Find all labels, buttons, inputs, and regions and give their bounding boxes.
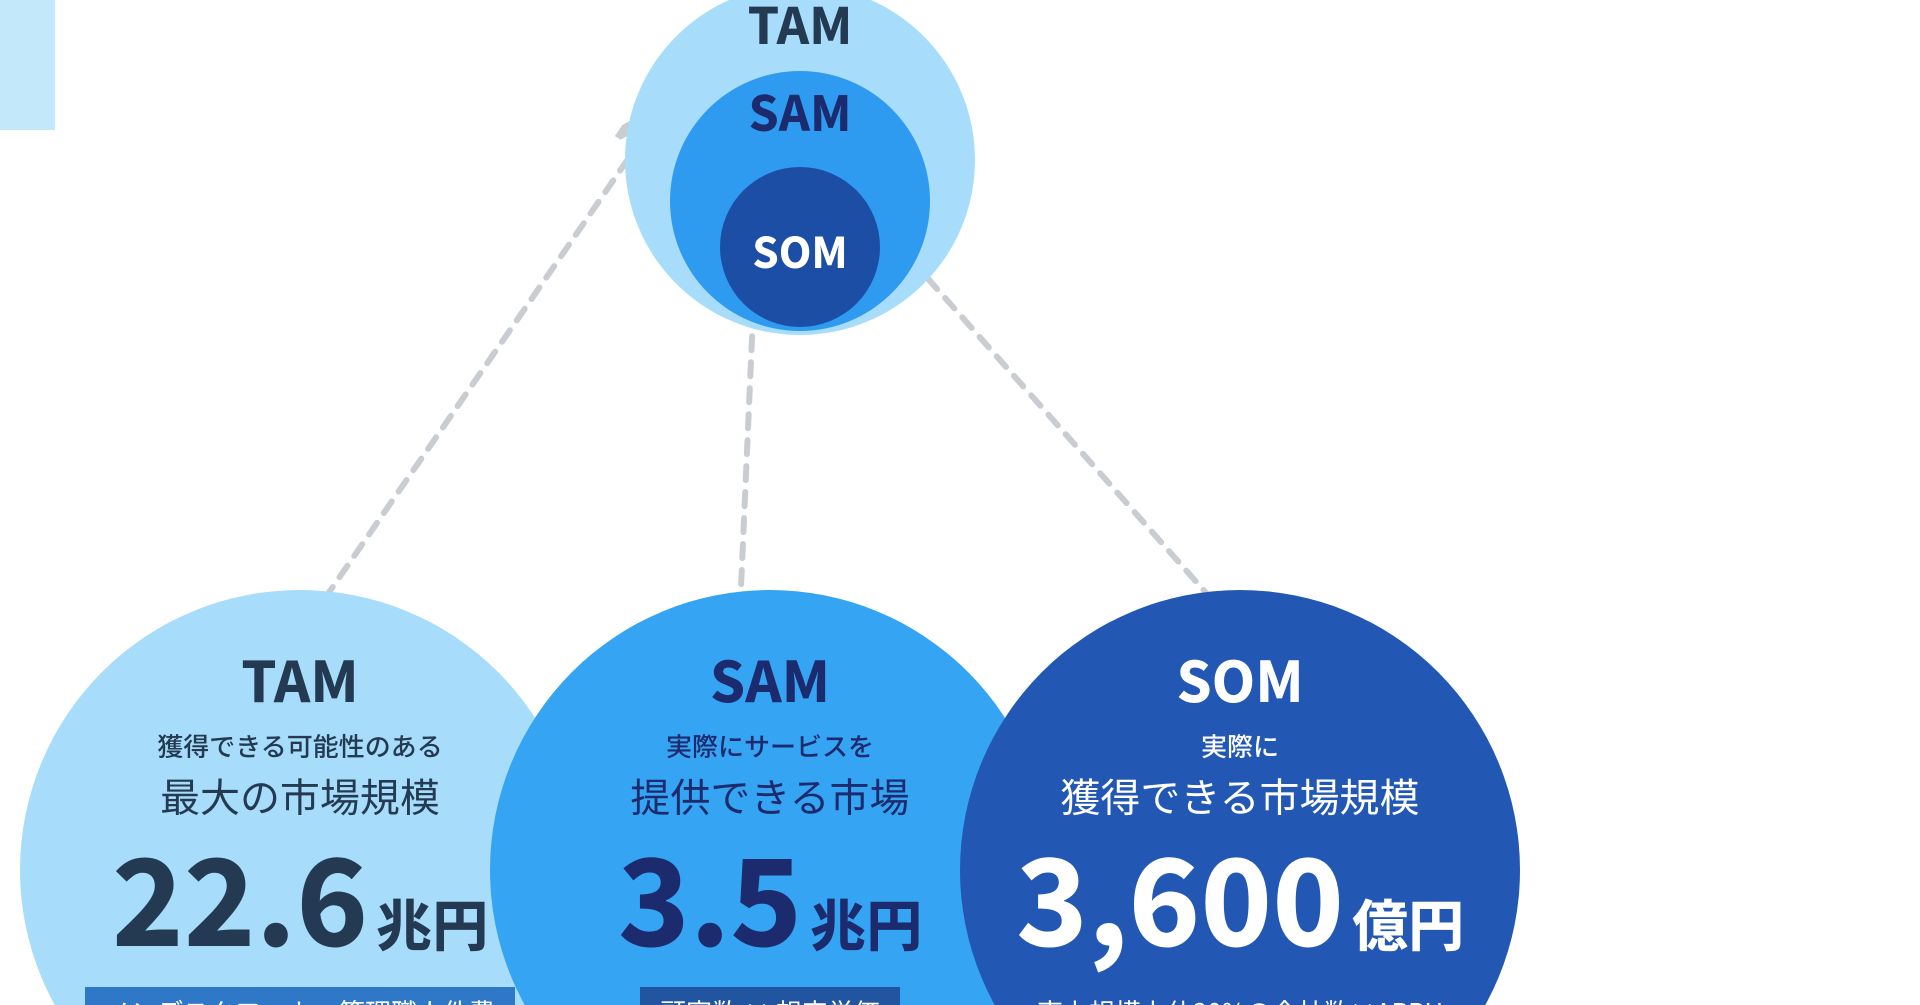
value-number: 3.5 [618, 834, 802, 954]
market-circle-som: SOM実際に獲得できる市場規模3,600億円売上規模上位20%の会社数×ARPU [960, 590, 1520, 1005]
market-circle-sam: SAM実際にサービスを提供できる市場3.5兆円顧客数 × 想定単価 [490, 590, 1050, 1005]
nested-sam-label: SAM [650, 75, 950, 145]
market-circle-tam: TAM獲得できる可能性のある最大の市場規模22.6兆円ノンデスクワーカー管理職人… [20, 590, 580, 1005]
nested-tam-label: TAM [650, 0, 950, 59]
circle-sub1: 実際にサービスを [666, 727, 874, 764]
circle-footer: ノンデスクワーカー管理職人件費 [85, 987, 515, 1005]
circle-footer: 売上規模上位20%の会社数×ARPU [1017, 987, 1463, 1005]
nested-som-label: SOM [650, 220, 950, 281]
circle-sub1: 実際に [1201, 727, 1279, 764]
corner-box [0, 0, 55, 130]
value-number: 22.6 [112, 834, 368, 954]
circle-footer: 顧客数 × 想定単価 [640, 987, 900, 1005]
connector-arrow [310, 120, 655, 620]
circle-value: 3,600億円 [1016, 834, 1464, 963]
circle-title: SAM [710, 638, 830, 719]
value-unit: 兆円 [376, 882, 488, 963]
connector-arrow [900, 247, 1230, 620]
circle-value: 3.5兆円 [618, 834, 922, 963]
value-number: 3,600 [1016, 834, 1344, 954]
value-unit: 億円 [1352, 882, 1464, 963]
value-unit: 兆円 [810, 882, 922, 963]
circle-value: 22.6兆円 [112, 834, 488, 963]
circle-title: TAM [241, 638, 358, 719]
circle-title: SOM [1176, 638, 1303, 719]
circle-sub1: 獲得できる可能性のある [157, 727, 442, 764]
